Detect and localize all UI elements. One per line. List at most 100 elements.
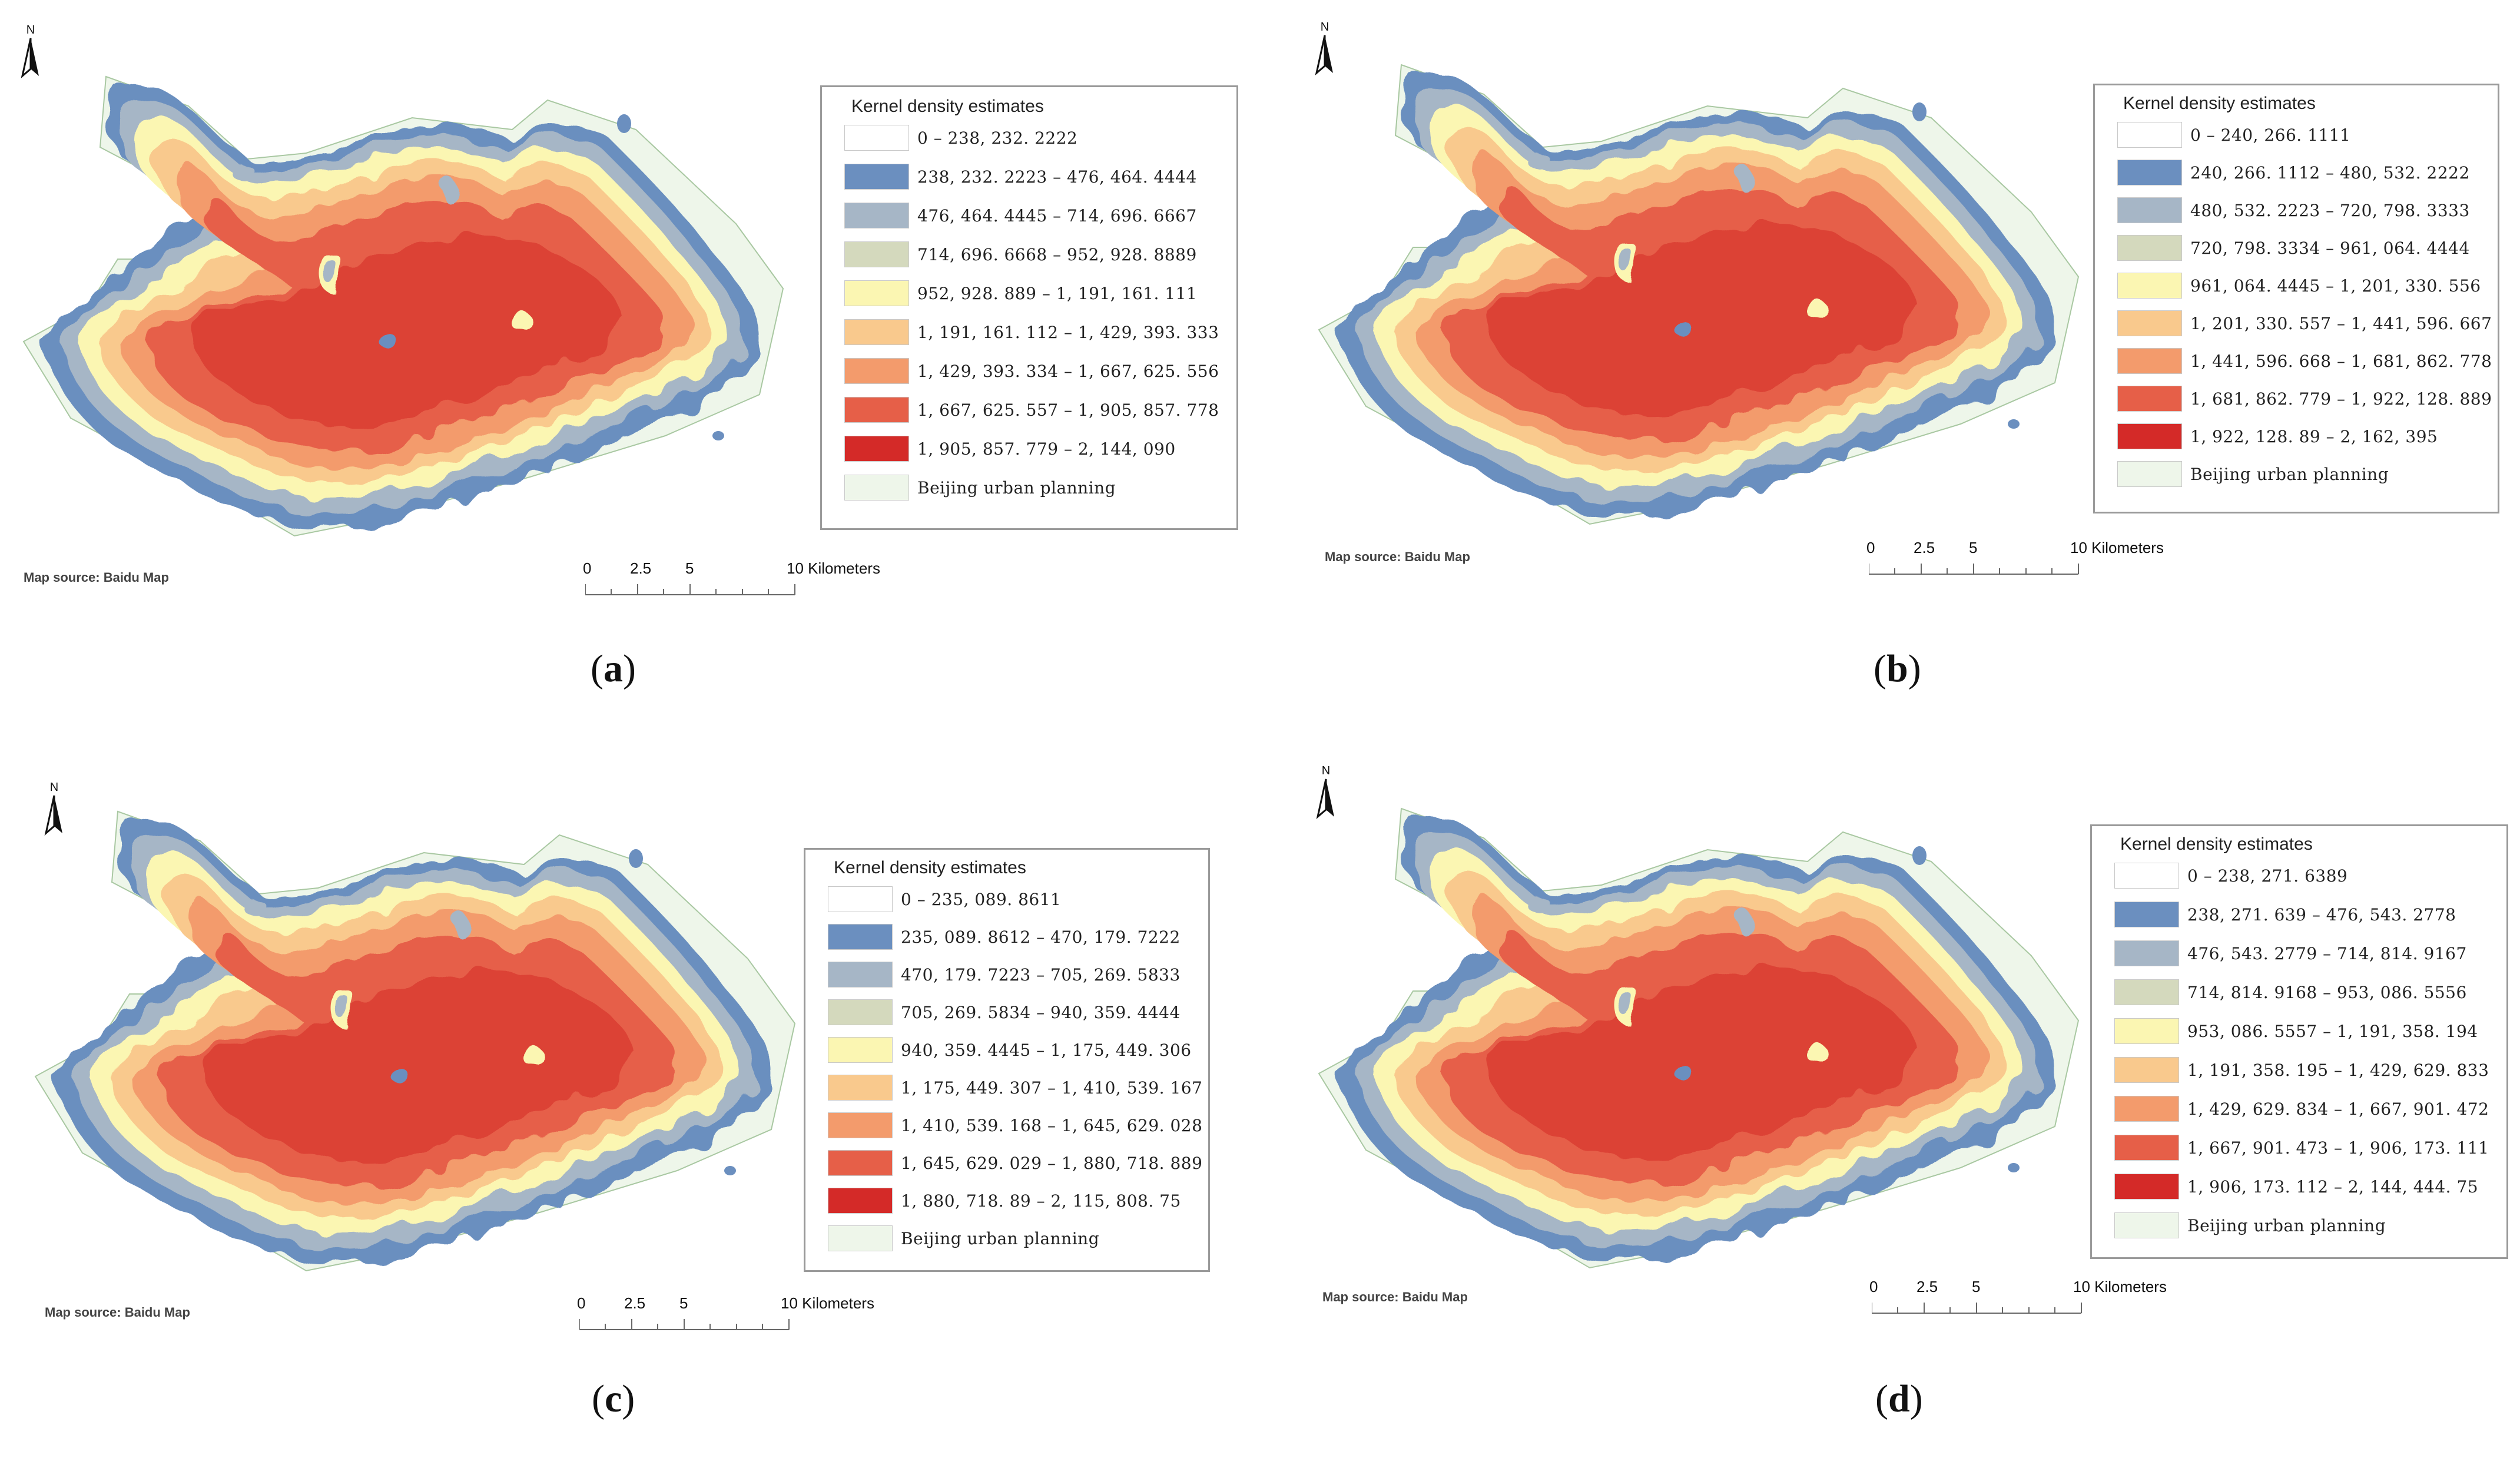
legend-item: 1, 429, 393. 334 – 1, 667, 625. 556 [844,358,1219,384]
legend-swatch [844,280,909,306]
map-source: Map source: Baidu Map [1325,549,1470,564]
map-source: Map source: Baidu Map [24,570,169,585]
legend-item: 1, 441, 596. 668 – 1, 681, 862. 778 [2117,348,2492,374]
legend-label: Beijing urban planning [917,478,1116,498]
legend-label: Beijing urban planning [901,1228,1100,1248]
legend-item: 480, 532. 2223 – 720, 798. 3333 [2117,197,2470,223]
legend-label: Beijing urban planning [2187,1215,2386,1235]
legend-swatch [2114,1096,2179,1122]
scale-bar: 0 2.5 5 10 Kilometers [1866,539,2164,575]
legend-swatch [2117,197,2182,223]
density-map [12,747,813,1312]
legend-item: 1, 175, 449. 307 – 1, 410, 539. 167 [828,1075,1202,1101]
legend-label: 1, 410, 539. 168 – 1, 645, 629. 028 [901,1115,1203,1135]
legend-swatch [2114,1212,2179,1238]
legend-label: 238, 271. 639 – 476, 543. 2778 [2187,904,2456,924]
legend-swatch [2117,423,2182,449]
scale-bar: 0 2.5 5 10 Kilometers [577,1294,874,1330]
legend-item: 1, 905, 857. 779 – 2, 144, 090 [844,436,1176,462]
legend-item: 720, 798. 3334 – 961, 064. 4444 [2117,235,2470,261]
legend-item: 961, 064. 4445 – 1, 201, 330. 556 [2117,273,2481,299]
legend-item: 1, 410, 539. 168 – 1, 645, 629. 028 [828,1112,1202,1138]
legend-label: Beijing urban planning [2190,464,2389,484]
legend-swatch [828,962,893,988]
legend-label: 1, 441, 596. 668 – 1, 681, 862. 778 [2190,351,2492,371]
legend-item: 1, 191, 161. 112 – 1, 429, 393. 333 [844,319,1219,345]
legend-label: 1, 880, 718. 89 – 2, 115, 808. 75 [901,1191,1181,1211]
legend-item: 714, 696. 6668 – 952, 928. 8889 [844,241,1197,267]
legend: Kernel density estimates 0 – 238, 271. 6… [2090,824,2508,1259]
legend-item: 470, 179. 7223 – 705, 269. 5833 [828,962,1181,988]
north-arrow: N [13,24,48,88]
north-arrow: N [37,781,72,846]
density-map [1295,744,2096,1309]
legend-item: 240, 266. 1112 – 480, 532. 2222 [2117,160,2470,185]
legend-title: Kernel density estimates [2123,94,2316,113]
legend-item: 0 – 238, 232. 2222 [844,125,1077,151]
map-source: Map source: Baidu Map [1322,1290,1468,1304]
legend-swatch [844,164,909,190]
scale-bar: 0 2.5 5 10 Kilometers [583,559,880,595]
legend-label: 720, 798. 3334 – 961, 064. 4444 [2190,238,2470,258]
legend-label: 1, 645, 629. 029 – 1, 880, 718. 889 [901,1153,1203,1173]
legend-label: 1, 429, 393. 334 – 1, 667, 625. 556 [917,361,1219,381]
legend-title: Kernel density estimates [834,858,1026,877]
legend-label: 0 – 240, 266. 1111 [2190,125,2351,145]
legend-label: 1, 905, 857. 779 – 2, 144, 090 [917,439,1176,459]
legend-item: 953, 086. 5557 – 1, 191, 358. 194 [2114,1018,2478,1044]
legend-title: Kernel density estimates [2120,834,2313,854]
legend-swatch [2114,1174,2179,1199]
legend-swatch [844,319,909,345]
legend-label: 714, 814. 9168 – 953, 086. 5556 [2187,982,2467,1002]
panel-caption: (d) [1875,1377,1923,1420]
legend-label: 1, 429, 629. 834 – 1, 667, 901. 472 [2187,1099,2489,1119]
legend-swatch [844,436,909,462]
legend-label: 470, 179. 7223 – 705, 269. 5833 [901,965,1181,985]
legend-swatch [828,1150,893,1176]
legend-label: 240, 266. 1112 – 480, 532. 2222 [2190,163,2470,183]
legend-item: 940, 359. 4445 – 1, 175, 449. 306 [828,1037,1192,1063]
legend-item: Beijing urban planning [828,1225,1099,1251]
legend-label: 940, 359. 4445 – 1, 175, 449. 306 [901,1040,1192,1060]
panel-caption: (b) [1874,647,1921,690]
legend-label: 480, 532. 2223 – 720, 798. 3333 [2190,200,2470,220]
legend: Kernel density estimates 0 – 235, 089. 8… [804,848,1210,1272]
legend-item: 1, 906, 173. 112 – 2, 144, 444. 75 [2114,1174,2478,1199]
legend-label: 238, 232. 2223 – 476, 464. 4444 [917,167,1197,187]
panel-d: N Kernel density estimates 0 – 238, 271.… [1260,729,2520,1458]
legend-item: 476, 543. 2779 – 714, 814. 9167 [2114,940,2467,966]
legend-item: 238, 232. 2223 – 476, 464. 4444 [844,164,1197,190]
legend-item: 1, 429, 629. 834 – 1, 667, 901. 472 [2114,1096,2489,1122]
legend: Kernel density estimates 0 – 238, 232. 2… [820,85,1238,530]
legend: Kernel density estimates 0 – 240, 266. 1… [2093,84,2499,513]
north-arrow-icon [1315,35,1333,76]
legend-label: 705, 269. 5834 – 940, 359. 4444 [901,1002,1181,1022]
legend-label: 1, 667, 901. 473 – 1, 906, 173. 111 [2187,1138,2489,1158]
legend-label: 1, 667, 625. 557 – 1, 905, 857. 778 [917,400,1219,420]
legend-label: 961, 064. 4445 – 1, 201, 330. 556 [2190,276,2481,296]
panel-a: N Kernel density estimates 0 – 238, 232.… [0,0,1260,729]
legend-swatch [2117,348,2182,374]
north-arrow: N [1308,764,1344,829]
north-arrow-icon [1316,778,1334,820]
legend-swatch [828,1075,893,1101]
legend-label: 0 – 238, 232. 2222 [917,128,1078,148]
legend-swatch [828,1112,893,1138]
legend-swatch [2114,979,2179,1005]
legend-item: 1, 645, 629. 029 – 1, 880, 718. 889 [828,1150,1202,1176]
legend-item: 714, 814. 9168 – 953, 086. 5556 [2114,979,2467,1005]
legend-swatch [828,886,893,912]
legend-swatch [828,1188,893,1214]
legend-item: 1, 667, 901. 473 – 1, 906, 173. 111 [2114,1135,2489,1161]
legend-label: 235, 089. 8612 – 470, 179. 7222 [901,927,1181,947]
legend-item: 0 – 238, 271. 6389 [2114,863,2347,889]
legend-swatch [2117,273,2182,299]
legend-swatch [828,924,893,950]
legend-label: 1, 922, 128. 89 – 2, 162, 395 [2190,426,2438,446]
legend-label: 476, 464. 4445 – 714, 696. 6667 [917,206,1197,226]
legend-item: 1, 922, 128. 89 – 2, 162, 395 [2117,423,2438,449]
legend-item: 0 – 240, 266. 1111 [2117,122,2350,148]
legend-swatch [844,397,909,423]
panel-caption: (a) [591,647,636,690]
legend-title: Kernel density estimates [851,97,1044,116]
